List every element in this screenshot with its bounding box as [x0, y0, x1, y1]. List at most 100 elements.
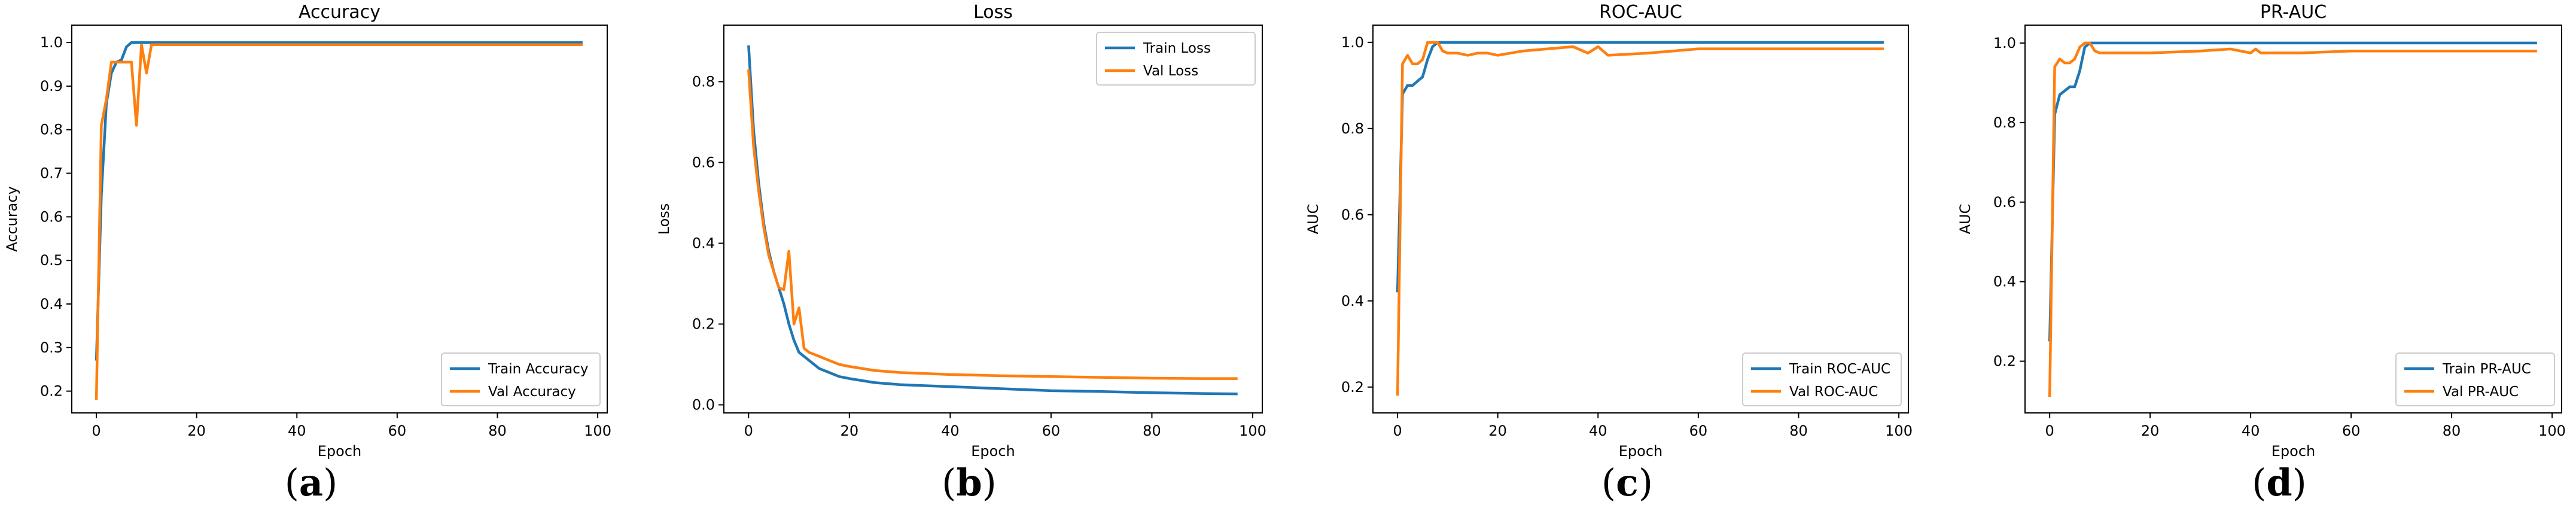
chart-panel-c: ROC-AUC 0 20 40 60 80 100 0.2 0.4 0.6 0.8 1.0 Epoch A…: [1305, 2, 1913, 460]
y-tick-label: 0.4: [692, 235, 715, 252]
legend-box: [441, 352, 601, 406]
x-tick-label: 60: [1042, 422, 1061, 439]
chart-panel-d: PR-AUC 0 20 40 60 80 100 0.2 0.4 0.6 0.8 1.0 Epoch AU…: [1957, 2, 2566, 460]
x-tick-label: 60: [388, 422, 407, 439]
x-tick-label: 0: [744, 422, 753, 439]
series-group: [747, 45, 1238, 396]
legend-entry: Train PR-AUC: [2442, 361, 2531, 377]
series-line-train: [95, 41, 583, 361]
x-tick-label: 0: [1393, 422, 1402, 439]
x-tick-label: 20: [2141, 422, 2160, 439]
x-tick-label: 60: [2342, 422, 2361, 439]
panel-letter: b: [956, 461, 982, 504]
series-line-train: [747, 45, 1238, 396]
x-tick-label: 80: [488, 422, 507, 439]
x-tick-label: 40: [2242, 422, 2260, 439]
x-axis-label: Epoch: [2271, 443, 2316, 460]
plot-frame: [71, 25, 608, 414]
y-tick-label: 0.4: [1993, 273, 2016, 290]
y-tick-label: 0.2: [1993, 353, 2016, 370]
legend-entry: Val ROC-AUC: [1789, 384, 1878, 400]
y-tick-label: 0.4: [40, 296, 63, 312]
y-tick-label: 1.0: [1993, 35, 2016, 51]
x-axis-label: Epoch: [971, 443, 1015, 460]
x-tick-label: 20: [1488, 422, 1507, 439]
y-tick-label: 0.0: [692, 397, 715, 414]
panel-caption-d: (d): [2252, 461, 2307, 504]
x-tick-label: 20: [841, 422, 859, 439]
series-group: [95, 41, 583, 400]
legend: Train ROC-AUC Val ROC-AUC: [1742, 352, 1902, 406]
legend-entry: Train Loss: [1143, 41, 1211, 56]
panel-letter: c: [1616, 461, 1639, 504]
legend-entry: Val Loss: [1143, 63, 1198, 79]
x-tick-label: 60: [1689, 422, 1708, 439]
x-tick-label: 20: [187, 422, 206, 439]
x-tick-label: 100: [1885, 422, 1913, 439]
x-tick-label: 40: [941, 422, 960, 439]
x-tick-label: 100: [2538, 422, 2566, 439]
y-tick-label: 0.3: [40, 339, 63, 356]
x-tick-label: 100: [1239, 422, 1266, 439]
y-axis-label: Accuracy: [4, 186, 20, 252]
chart-panel-b: Loss 0 20 40 60 80 100 0.0 0.2 0.4 0.6 0.8 Epoch Loss…: [656, 2, 1266, 460]
y-tick-label: 0.6: [1341, 206, 1364, 223]
legend-box: [2395, 352, 2555, 406]
series-line-val: [1396, 41, 1884, 396]
series-line-train: [1396, 41, 1884, 293]
y-axis-label: Loss: [656, 203, 672, 235]
plot-frame: [1372, 25, 1909, 414]
legend-entry: Val Accuracy: [488, 384, 576, 400]
legend: Train Loss Val Loss: [1096, 32, 1256, 86]
y-axis-label: AUC: [1957, 204, 1974, 235]
legend: Train Accuracy Val Accuracy: [441, 352, 601, 406]
x-tick-label: 40: [1589, 422, 1607, 439]
series-line-train: [2048, 41, 2537, 342]
series-line-val: [747, 69, 1238, 380]
legend-entry: Train Accuracy: [488, 361, 589, 377]
x-tick-label: 80: [1789, 422, 1808, 439]
y-tick-label: 0.9: [40, 78, 63, 95]
chart-title: Accuracy: [299, 2, 380, 23]
panel-letter: d: [2266, 461, 2292, 504]
y-tick-label: 1.0: [1341, 34, 1364, 51]
series-line-val: [95, 43, 583, 400]
x-tick-label: 80: [2443, 422, 2461, 439]
x-axis-label: Epoch: [1619, 443, 1663, 460]
x-tick-label: 0: [2045, 422, 2054, 439]
y-tick-label: 0.6: [692, 154, 715, 171]
y-tick-label: 0.2: [40, 383, 63, 400]
y-tick-label: 0.7: [40, 165, 63, 182]
panel-caption-a: (a): [284, 461, 338, 504]
x-tick-label: 100: [584, 422, 611, 439]
panel-letter: a: [299, 461, 324, 504]
chart-title: Loss: [973, 2, 1013, 23]
series-group: [2048, 41, 2537, 397]
y-tick-label: 0.2: [1341, 379, 1364, 396]
legend-box: [1096, 32, 1256, 86]
x-tick-label: 40: [288, 422, 306, 439]
panel-caption-b: (b): [942, 461, 997, 504]
y-tick-label: 0.6: [1993, 194, 2016, 211]
x-axis-label: Epoch: [318, 443, 362, 460]
y-tick-label: 0.8: [1993, 114, 2016, 131]
chart-title: PR-AUC: [2260, 2, 2327, 23]
y-tick-label: 1.0: [40, 34, 63, 51]
y-tick-label: 0.4: [1341, 293, 1364, 309]
legend-entry: Val PR-AUC: [2443, 384, 2519, 400]
series-group: [1396, 41, 1884, 396]
legend-entry: Train ROC-AUC: [1789, 361, 1890, 377]
y-axis-label: AUC: [1305, 204, 1322, 235]
panel-caption-c: (c): [1601, 461, 1654, 504]
y-tick-label: 0.6: [40, 208, 63, 225]
x-tick-label: 80: [1143, 422, 1161, 439]
y-tick-label: 0.8: [692, 74, 715, 90]
y-tick-label: 0.2: [692, 316, 715, 333]
y-tick-label: 0.8: [40, 121, 63, 138]
x-tick-label: 0: [92, 422, 101, 439]
plot-frame: [723, 25, 1263, 414]
chart-panel-a: Accuracy 0 20 40 60 80 100 0.2 0.3 0.4 0.5 0.6 0.7 0.…: [4, 2, 611, 460]
y-tick-label: 0.8: [1341, 120, 1364, 137]
plot-frame: [2024, 25, 2562, 414]
